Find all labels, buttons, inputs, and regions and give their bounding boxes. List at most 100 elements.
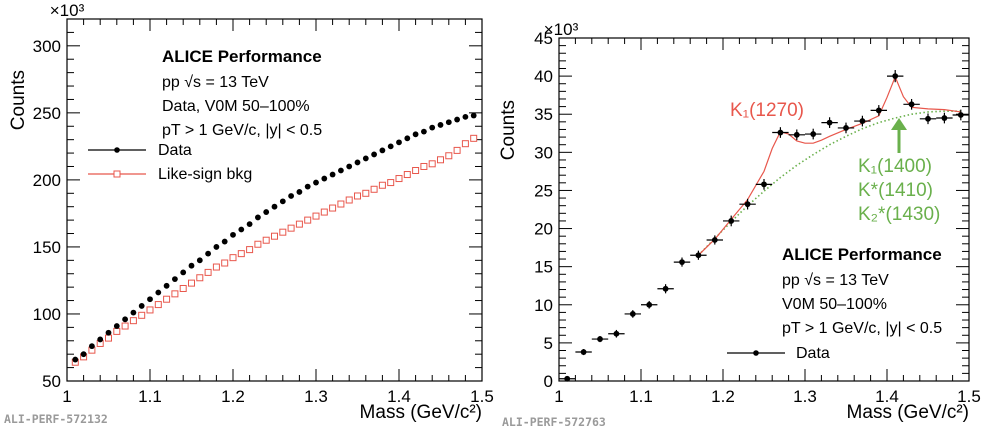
- bkg-point: [345, 196, 353, 204]
- left-y-multiplier: ×10³: [50, 1, 85, 20]
- data-point: [793, 131, 800, 138]
- bkg-point: [229, 254, 237, 262]
- x-tick-label: 1.1: [138, 387, 162, 406]
- data-point: [313, 179, 319, 186]
- data-point: [130, 309, 137, 316]
- bkg-point: [154, 301, 162, 309]
- right-info-title: ALICE Performance: [782, 245, 942, 264]
- bkg-point: [163, 295, 171, 303]
- data-point: [777, 129, 784, 136]
- data-point: [72, 356, 79, 363]
- right-info-line1: pp √s = 13 TeV: [782, 272, 889, 289]
- data-point: [80, 351, 87, 358]
- bkg-point: [370, 185, 378, 193]
- bkg-point: [403, 171, 411, 179]
- right-legend: Data: [727, 345, 830, 362]
- data-point: [892, 73, 899, 80]
- left-legend-bkg-label: Like-sign bkg: [158, 166, 252, 183]
- right-series-fit: [697, 75, 961, 256]
- data-point: [925, 115, 931, 122]
- data-point: [138, 303, 145, 309]
- left-legend-data-label: Data: [158, 142, 192, 159]
- x-tick-label: 1.5: [470, 387, 494, 406]
- bkg-point: [470, 134, 478, 142]
- y-tick-label: 25: [534, 181, 553, 200]
- left-series-like-sign-bkg: [71, 134, 478, 366]
- data-point: [941, 115, 948, 121]
- data-point: [263, 209, 270, 215]
- bkg-point: [146, 306, 154, 314]
- data-point: [371, 151, 377, 158]
- annotation-k1-1400: K₁(1400): [858, 156, 932, 177]
- left-legend-bkg-marker: [113, 170, 121, 178]
- data-point: [646, 301, 653, 308]
- data-point: [404, 135, 411, 142]
- left-info-line1: pp √s = 13 TeV: [162, 74, 269, 91]
- data-point: [97, 336, 104, 343]
- data-point: [908, 101, 915, 108]
- data-point: [221, 238, 228, 245]
- y-tick-label: 35: [534, 105, 553, 124]
- data-point: [213, 244, 220, 250]
- x-tick-label: 1.3: [793, 387, 817, 406]
- left-info-line2: Data, V0M 50–100%: [162, 98, 310, 115]
- y-tick-label: 300: [33, 37, 61, 56]
- x-tick-label: 1.5: [957, 387, 981, 406]
- data-point: [462, 113, 469, 120]
- data-point: [296, 189, 303, 195]
- right-y-ticks: 0 5 10 15 20 25 30 35 40 45: [534, 29, 969, 391]
- bkg-point: [461, 140, 469, 148]
- data-point: [113, 323, 120, 329]
- bkg-point: [105, 334, 112, 342]
- data-point: [957, 112, 964, 118]
- y-tick-label: 15: [534, 258, 553, 277]
- data-point: [761, 181, 767, 188]
- y-tick-label: 20: [534, 220, 553, 239]
- right-series-data: [559, 70, 969, 382]
- right-legend-data-label: Data: [796, 345, 830, 362]
- data-point: [695, 252, 702, 259]
- left-legend: Data Like-sign bkg: [88, 142, 252, 183]
- y-tick-label: 30: [534, 143, 553, 162]
- bkg-point: [329, 204, 337, 212]
- data-point: [288, 193, 294, 199]
- data-point: [421, 128, 427, 135]
- y-tick-label: 5: [544, 334, 553, 353]
- bkg-point: [204, 268, 212, 276]
- x-tick-label: 1.4: [875, 387, 899, 406]
- bkg-point: [378, 181, 386, 189]
- y-tick-label: 250: [33, 104, 61, 123]
- bkg-point: [287, 224, 295, 232]
- bkg-point: [254, 240, 262, 248]
- data-point: [826, 119, 833, 126]
- bkg-point: [320, 208, 328, 216]
- bkg-point: [412, 167, 420, 175]
- right-info-line3: pT > 1 GeV/c, |y| < 0.5: [782, 320, 942, 337]
- right-watermark: ALI-PERF-572763: [502, 415, 606, 429]
- y-tick-label: 50: [42, 372, 61, 391]
- y-tick-label: 45: [534, 29, 553, 48]
- right-chart: 1 1.1 1.2 1.3 1.4 1.5 0 5 10 15 20 25 30 35 40 45 ×10³…: [498, 20, 981, 429]
- data-point: [155, 289, 162, 296]
- data-point: [362, 155, 369, 162]
- right-plot-frame: [558, 37, 970, 382]
- left-watermark: ALI-PERF-572132: [4, 412, 108, 426]
- x-tick-label: 1: [62, 387, 71, 406]
- bkg-curve: [697, 110, 961, 256]
- data-point: [711, 237, 718, 243]
- data-point: [163, 282, 170, 289]
- data-point: [859, 118, 866, 124]
- data-point: [470, 112, 477, 119]
- data-point: [744, 201, 751, 208]
- annotation-k2star-1430: K₂*(1430): [858, 204, 940, 225]
- bkg-point: [337, 200, 345, 208]
- bkg-point: [246, 246, 254, 254]
- data-point: [338, 167, 344, 174]
- data-point: [304, 183, 311, 190]
- annotation-kstar-1410: K*(1410): [858, 180, 933, 201]
- bkg-point: [121, 322, 129, 330]
- data-point: [597, 336, 603, 342]
- bkg-point: [304, 216, 312, 224]
- annotation-arrow: [891, 118, 907, 153]
